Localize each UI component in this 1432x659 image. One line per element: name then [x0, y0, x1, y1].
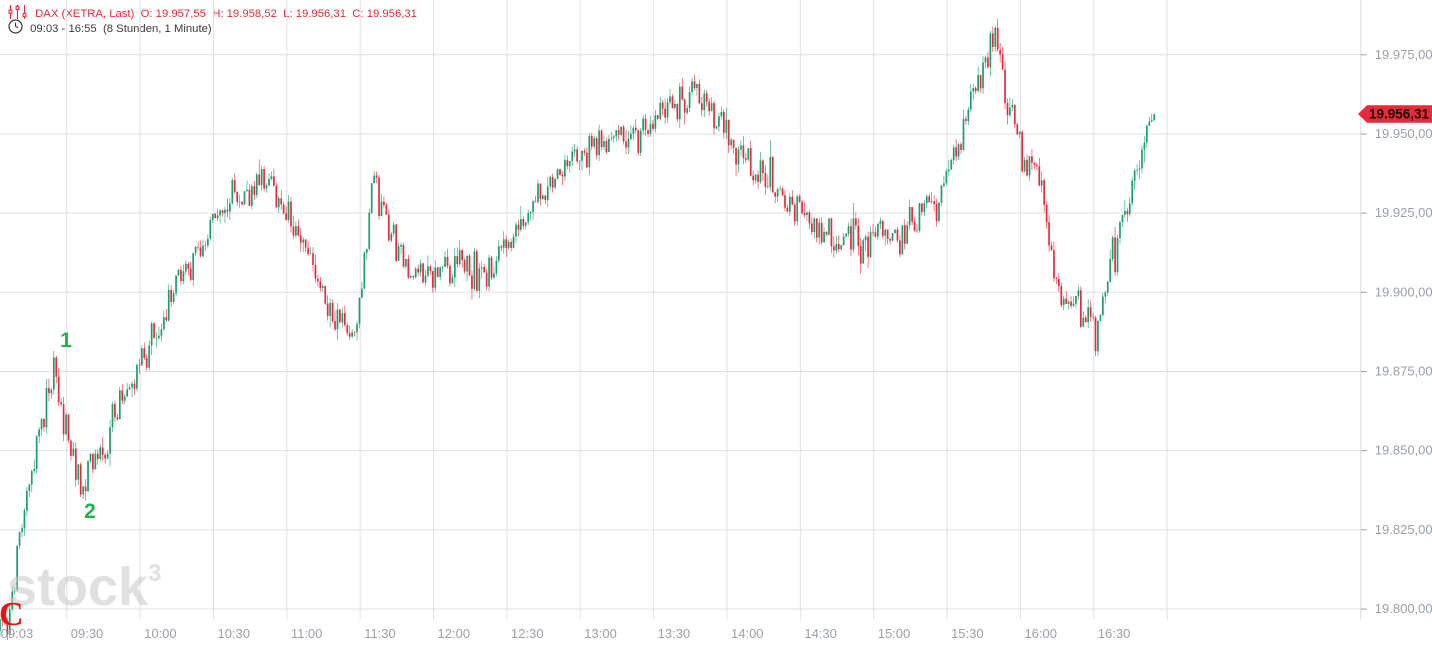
svg-text:14:30: 14:30: [804, 626, 837, 641]
svg-text:09:30: 09:30: [71, 626, 104, 641]
svg-text:19.850,00: 19.850,00: [1375, 443, 1432, 458]
svg-text:11:00: 11:00: [291, 626, 323, 641]
svg-text:19.950,00: 19.950,00: [1375, 126, 1432, 141]
svg-text:11:30: 11:30: [364, 626, 396, 641]
svg-text:19.825,00: 19.825,00: [1375, 522, 1432, 537]
svg-text:10:00: 10:00: [144, 626, 177, 641]
svg-text:12:00: 12:00: [438, 626, 471, 641]
svg-text:16:00: 16:00: [1024, 626, 1057, 641]
svg-text:19.975,00: 19.975,00: [1375, 47, 1432, 62]
svg-text:19.956,31: 19.956,31: [1369, 107, 1430, 122]
svg-text:19.925,00: 19.925,00: [1375, 205, 1432, 220]
svg-text:14:00: 14:00: [731, 626, 764, 641]
svg-text:19.800,00: 19.800,00: [1375, 601, 1432, 616]
svg-text:10:30: 10:30: [217, 626, 250, 641]
svg-text:13:00: 13:00: [584, 626, 617, 641]
svg-text:15:30: 15:30: [951, 626, 984, 641]
svg-text:19.875,00: 19.875,00: [1375, 363, 1432, 378]
svg-text:15:00: 15:00: [878, 626, 911, 641]
svg-text:16:30: 16:30: [1098, 626, 1131, 641]
svg-text:13:30: 13:30: [658, 626, 691, 641]
svg-text:19.900,00: 19.900,00: [1375, 284, 1432, 299]
svg-text:12:30: 12:30: [511, 626, 544, 641]
